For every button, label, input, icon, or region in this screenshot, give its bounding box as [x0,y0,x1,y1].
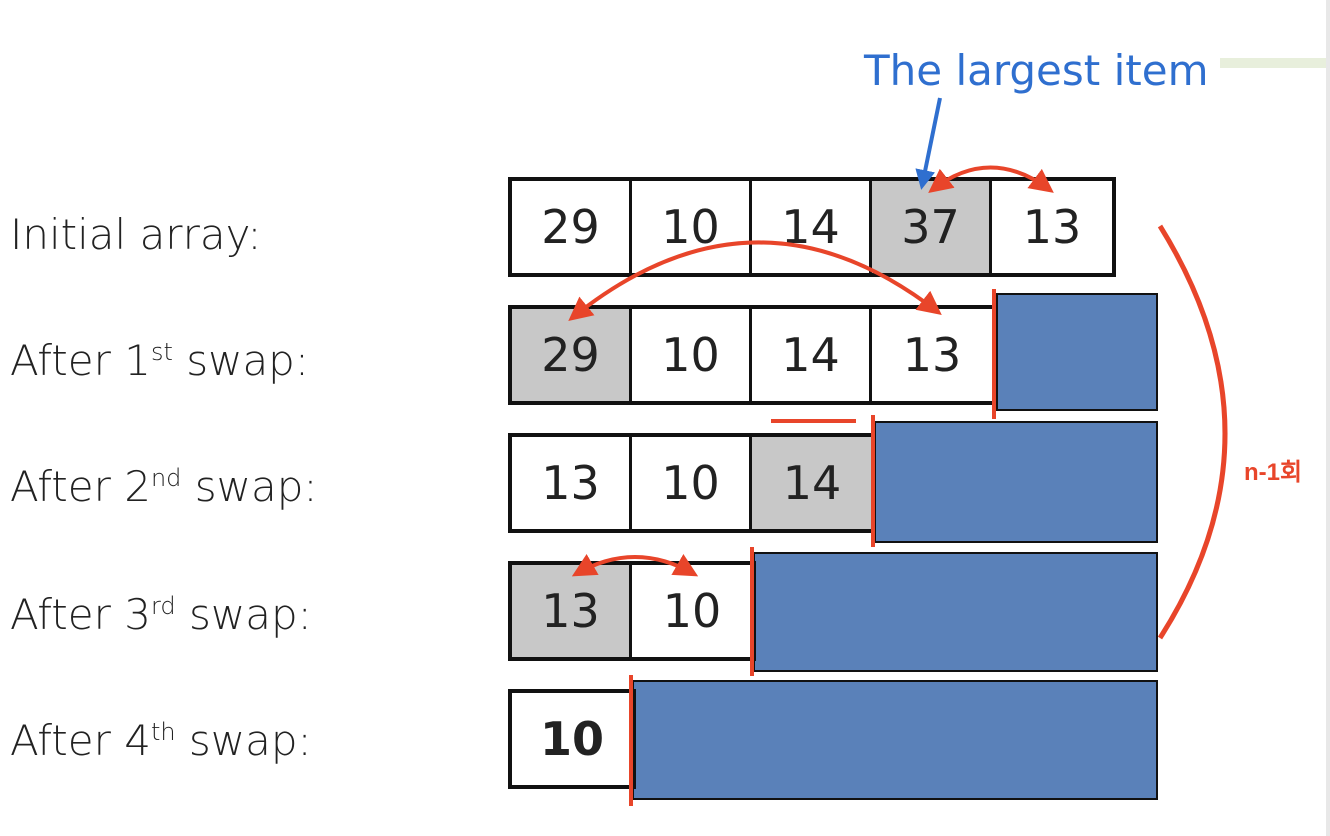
array-initial: 29 10 14 37 13 [508,177,1116,277]
row-label-text: swap: [181,462,318,511]
repeat-brace [1157,224,1228,640]
row-label-text: After 1 [10,336,151,385]
array-cell: 10 [539,712,604,766]
row-label-text: After 4 [10,716,151,765]
sorted-region-row-1 [996,293,1158,411]
largest-item-title: The largest item [864,46,1209,95]
row-label-swap-3: After 3rd swap: [10,590,312,639]
array-cell: 29 [512,181,632,273]
row-label-text: After 2 [10,462,151,511]
array-cell: 10 [632,309,752,401]
right-edge-strip [1326,0,1330,836]
array-cell-largest: 14 [752,437,872,529]
sorted-region-row-3 [753,552,1158,672]
sorted-region-row-2 [874,421,1158,543]
row-label-text: swap: [175,590,312,639]
array-cell: 10 [632,437,752,529]
row-label-text: swap: [175,716,312,765]
array-cell: 13 [902,328,962,382]
row-label-swap-4: After 4th swap: [10,716,312,765]
array-cell: 13 [512,437,632,529]
row-label-sup: st [150,338,173,366]
swap-arrow-row-3 [571,554,699,577]
array-cell: 14 [752,309,872,401]
row-label-initial: Initial array: [10,210,262,259]
array-cell-largest: 29 [512,309,632,401]
sorted-region-row-4 [632,680,1158,800]
pointer-arrow [915,97,942,190]
array-cell-largest: 37 [872,181,992,273]
array-cell: 10 [632,181,752,273]
row-label-text: After 3 [10,590,151,639]
array-swap-2: 13 10 14 [508,433,876,533]
row-label-sup: th [150,718,176,746]
row-label-swap-2: After 2nd swap: [10,462,318,511]
row-label-text: swap: [172,336,309,385]
array-cell: 13 [1022,200,1082,254]
row-label-sup: nd [150,464,182,492]
swap-arrow-row-1 [568,240,942,322]
top-decorative-line [1220,58,1330,68]
array-swap-1: 29 10 14 13 [508,305,996,405]
repeat-count-note: n-1회 [1244,459,1303,486]
array-cell: 10 [662,584,722,638]
array-cell-largest: 13 [512,565,632,657]
row-label-text: Initial array: [10,210,262,259]
array-swap-4: 10 [508,689,636,789]
row-label-sup: rd [150,592,176,620]
swap-arrow-initial [928,165,1054,193]
row-label-swap-1: After 1st swap: [10,336,309,385]
